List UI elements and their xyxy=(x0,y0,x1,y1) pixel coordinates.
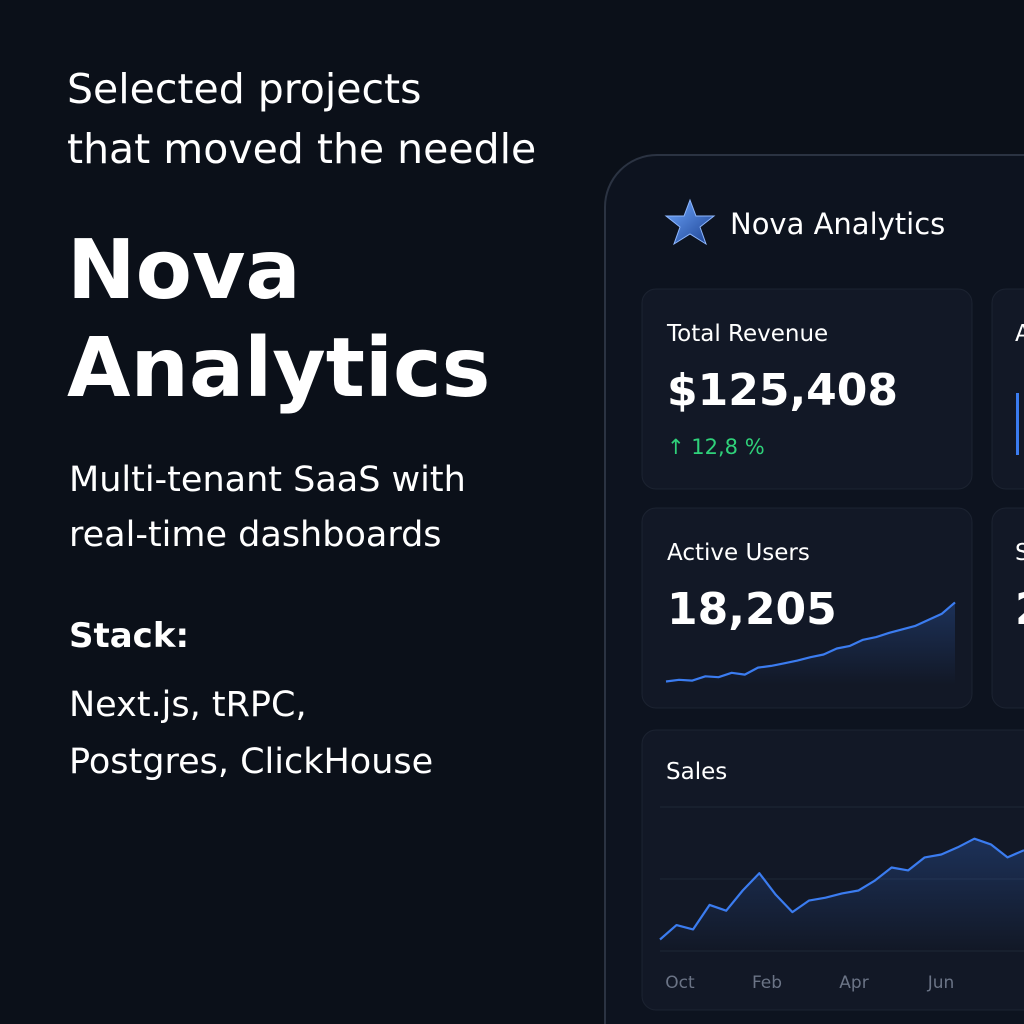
line xyxy=(659,837,1024,941)
subtitle: Multi-tenant SaaS with xyxy=(69,460,466,500)
card-title: Total Revenue xyxy=(666,321,828,347)
heading: Selected projects xyxy=(67,65,421,113)
card-title: S xyxy=(1015,540,1024,566)
heading: that moved the needle xyxy=(67,125,536,173)
line xyxy=(665,601,956,683)
chart-fragment xyxy=(1016,393,1019,455)
card-value: $125,408 xyxy=(667,365,898,416)
card-value: 2 xyxy=(1015,584,1024,635)
card-title: Active Users xyxy=(667,540,810,566)
project-title: Analytics xyxy=(67,321,490,416)
x-tick-label: Oct xyxy=(665,973,695,993)
card-title: Sales xyxy=(666,759,727,785)
x-tick-label: Jun xyxy=(927,973,955,993)
card-change: ↑ 12,8 % xyxy=(667,435,765,459)
stack-label: Stack: xyxy=(69,616,189,656)
stack: Postgres, ClickHouse xyxy=(69,742,433,782)
card xyxy=(641,288,973,490)
subtitle: real-time dashboards xyxy=(69,515,442,555)
card xyxy=(991,507,1024,709)
stack: Next.js, tRPC, xyxy=(69,685,307,725)
area xyxy=(666,602,955,685)
dashboard: Nova Analytics Total Revenue $125,408 ↑ … xyxy=(604,154,1024,1024)
project-title: Nova xyxy=(67,223,301,318)
x-tick-label: Apr xyxy=(839,973,868,993)
brand: Nova Analytics xyxy=(730,207,945,241)
area xyxy=(660,838,1024,951)
logo xyxy=(664,198,716,246)
card-value: 18,205 xyxy=(667,584,837,635)
card xyxy=(991,288,1024,490)
card-title: A xyxy=(1015,321,1024,347)
x-tick-label: Feb xyxy=(752,973,782,993)
